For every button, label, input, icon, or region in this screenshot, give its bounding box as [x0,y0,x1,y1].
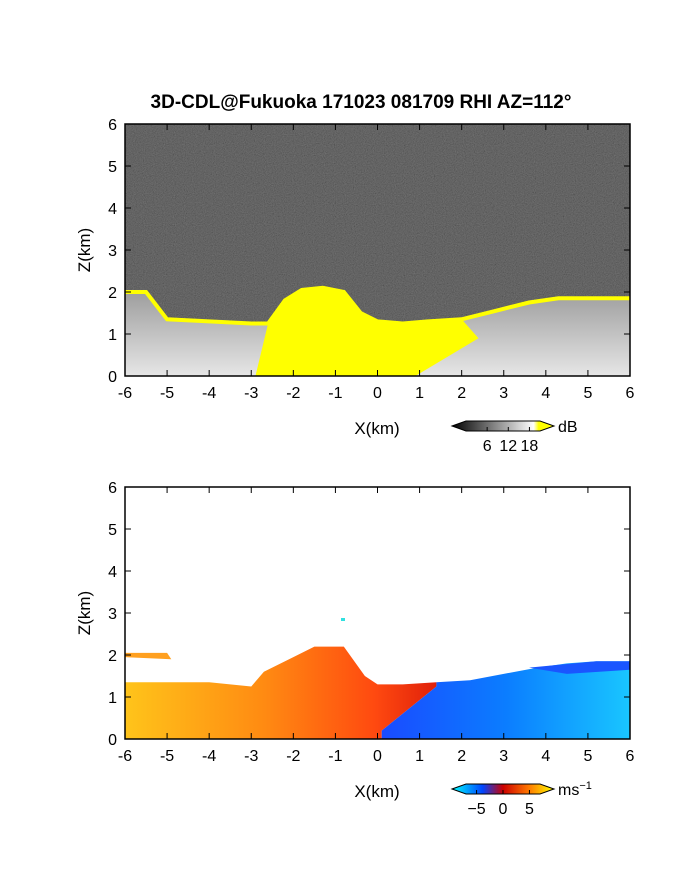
y-tick-label: 3 [108,243,117,260]
reflectivity-colorbar: dB 6 12 18 [450,419,578,455]
y-tick-label: 6 [108,117,117,134]
x-tick-label: -4 [202,385,216,402]
colorbar-bar [450,420,556,432]
y-tick-label: 3 [108,606,117,623]
x-tick-label: 0 [373,385,382,402]
colorbar-tick-label: 18 [521,438,539,455]
colorbar-ticks: −5 0 5 [467,790,534,818]
x-tick-label: -4 [202,748,216,765]
y-tick-label: 1 [108,327,117,344]
y-tick-label: 4 [108,564,117,581]
colorbar-tick-label: −5 [467,801,485,818]
colorbar-tick-label: 6 [483,438,492,455]
positive-velocity-region [125,646,437,739]
figure-title: 3D-CDL@Fukuoka 171023 081709 RHI AZ=112° [151,92,572,113]
x-tick-label: 4 [541,385,550,402]
x-tick-label: 1 [415,748,424,765]
x-tick-label: -6 [118,748,132,765]
upper-layer-echo [125,652,172,660]
strong-echo-region [255,287,479,376]
x-tick-label: 6 [626,385,635,402]
x-tick-label: 4 [541,748,550,765]
x-tick-label: -5 [160,748,174,765]
negative-velocity-region [381,661,630,739]
x-tick-label: 2 [457,385,466,402]
x-tick-label: -6 [118,385,132,402]
colorbar-ticks: 6 12 18 [483,427,539,455]
x-tick-label: -1 [328,748,342,765]
x-tick-label: -5 [160,385,174,402]
colorbar-tick-label: 0 [499,801,508,818]
y-ticks: 0 1 2 3 4 5 6 [108,117,630,386]
x-tick-label: 5 [583,385,592,402]
colorbar-bar [450,783,556,795]
colorbar-tick-label: 12 [499,438,517,455]
x-tick-label: -3 [244,385,258,402]
y-ticks: 0 1 2 3 4 5 6 [108,480,630,749]
x-axis-label: X(km) [354,419,399,438]
isolated-echo-pixel [341,618,345,621]
colorbar-unit: ms−1 [558,780,592,799]
x-tick-label: 2 [457,748,466,765]
y-tick-label: 4 [108,201,117,218]
x-tick-label: 3 [499,748,508,765]
x-tick-label: -1 [328,385,342,402]
y-tick-label: 0 [108,732,117,749]
x-tick-label: -2 [286,748,300,765]
x-tick-label: -3 [244,748,258,765]
y-tick-label: 2 [108,285,117,302]
colorbar-tick-label: 5 [525,801,534,818]
x-tick-label: 1 [415,385,424,402]
x-tick-label: -2 [286,385,300,402]
y-tick-label: 1 [108,690,117,707]
colorbar-unit: dB [558,419,578,436]
x-tick-label: 0 [373,748,382,765]
y-tick-label: 5 [108,522,117,539]
x-ticks: -6 -5 -4 -3 -2 -1 0 1 2 3 4 5 6 [118,487,635,765]
y-axis-label: Z(km) [75,228,94,272]
x-tick-label: 5 [583,748,592,765]
y-tick-label: 6 [108,480,117,497]
x-axis-label: X(km) [354,782,399,801]
colorbar-unit-exponent: −1 [579,780,592,792]
y-tick-label: 2 [108,648,117,665]
upper-negative-echo [529,661,630,674]
echo-top-yellow-edge [125,285,630,326]
y-axis-label: Z(km) [75,591,94,635]
y-tick-label: 0 [108,369,117,386]
x-ticks: -6 -5 -4 -3 -2 -1 0 1 2 3 4 5 6 [118,124,635,402]
x-tick-label: 3 [499,385,508,402]
x-tick-label: 6 [626,748,635,765]
velocity-colorbar: ms−1 −5 0 5 [450,780,592,818]
y-tick-label: 5 [108,159,117,176]
